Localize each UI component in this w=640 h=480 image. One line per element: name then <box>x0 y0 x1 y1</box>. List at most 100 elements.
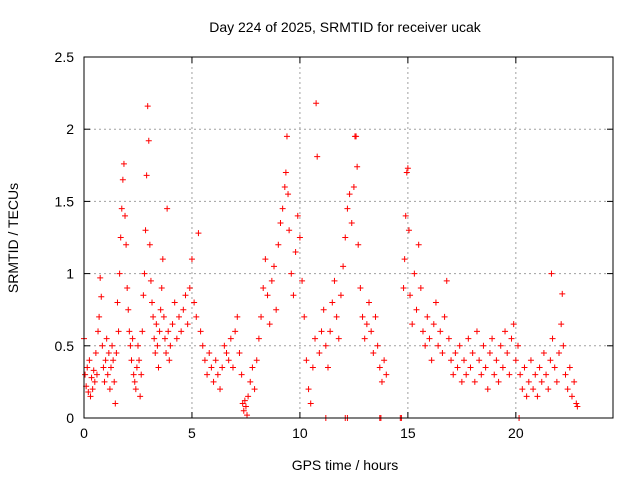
data-point <box>383 371 390 378</box>
data-point <box>95 328 102 335</box>
data-point <box>240 407 247 414</box>
data-point <box>114 299 121 306</box>
data-point <box>502 328 509 335</box>
data-point <box>146 241 153 248</box>
data-point <box>137 393 144 400</box>
data-point <box>89 386 96 393</box>
data-point <box>173 335 180 342</box>
data-point <box>219 364 226 371</box>
data-point <box>484 386 491 393</box>
data-point <box>357 285 364 292</box>
data-point <box>409 321 416 328</box>
data-point <box>106 386 113 393</box>
data-point <box>201 357 208 364</box>
data-point <box>497 342 504 349</box>
data-point <box>400 285 407 292</box>
data-point <box>404 165 411 172</box>
data-point <box>378 378 385 385</box>
data-point <box>176 313 183 320</box>
data-point <box>482 364 489 371</box>
data-point <box>517 371 524 378</box>
data-point <box>232 328 239 335</box>
data-point <box>506 371 513 378</box>
data-point <box>372 313 379 320</box>
data-point <box>107 364 114 371</box>
data-point <box>128 357 135 364</box>
data-point <box>132 386 139 393</box>
data-point <box>322 342 329 349</box>
data-point <box>119 176 126 183</box>
data-point <box>159 256 166 263</box>
tick-labels: 0 5 10 15 20 0 0.5 1 1.5 2 2.5 <box>55 49 524 441</box>
data-point <box>551 364 558 371</box>
data-point <box>519 386 526 393</box>
data-point <box>419 328 426 335</box>
data-point <box>545 386 552 393</box>
chart-title: Day 224 of 2025, SRMTID for receiver uca… <box>209 19 482 35</box>
data-point <box>191 299 198 306</box>
data-point <box>96 313 103 320</box>
data-point <box>353 133 360 140</box>
data-point <box>98 293 105 300</box>
data-point <box>450 371 457 378</box>
x-tick-label: 20 <box>508 425 524 441</box>
y-tick-label: 1.5 <box>55 193 75 209</box>
data-point <box>139 328 146 335</box>
data-point <box>104 371 111 378</box>
data-point <box>110 357 117 364</box>
data-point <box>290 292 297 299</box>
data-point <box>486 350 493 357</box>
data-point <box>129 335 136 342</box>
data-point <box>521 364 528 371</box>
data-point <box>299 277 306 284</box>
data-point <box>156 328 163 335</box>
data-point <box>178 328 185 335</box>
data-point <box>155 364 162 371</box>
y-axis-label: SRMTID / TECUs <box>5 183 21 293</box>
data-point <box>133 364 140 371</box>
data-point <box>312 335 319 342</box>
data-point <box>123 241 130 248</box>
data-point <box>93 371 100 378</box>
data-point <box>354 163 361 170</box>
y-tick-label: 0 <box>66 410 74 426</box>
data-point <box>532 371 539 378</box>
data-point <box>144 103 151 110</box>
data-point <box>499 364 506 371</box>
data-point <box>512 357 519 364</box>
data-point <box>437 328 444 335</box>
data-point <box>443 277 450 284</box>
data-point <box>140 292 147 299</box>
data-point <box>195 230 202 237</box>
data-point <box>344 205 351 212</box>
data-point <box>157 306 164 313</box>
data-point <box>279 205 286 212</box>
data-point <box>415 241 422 248</box>
data-point <box>100 364 107 371</box>
data-point <box>523 393 530 400</box>
data-point <box>510 321 517 328</box>
data-point <box>292 248 299 255</box>
data-point <box>251 386 258 393</box>
data-point <box>370 350 377 357</box>
data-point <box>118 205 125 212</box>
data-point <box>277 220 284 227</box>
data-point <box>130 371 137 378</box>
data-point <box>480 342 487 349</box>
data-point <box>255 335 262 342</box>
data-point <box>120 160 127 167</box>
data-point <box>463 371 470 378</box>
data-point <box>271 263 278 270</box>
data-point <box>562 371 569 378</box>
data-point <box>143 172 150 179</box>
data-point <box>348 220 355 227</box>
data-point <box>149 299 156 306</box>
data-point <box>249 364 256 371</box>
data-point <box>340 263 347 270</box>
data-point <box>87 393 94 400</box>
data-point <box>184 321 191 328</box>
data-point <box>508 335 515 342</box>
data-point <box>568 393 575 400</box>
data-point <box>361 335 368 342</box>
data-point <box>333 313 340 320</box>
